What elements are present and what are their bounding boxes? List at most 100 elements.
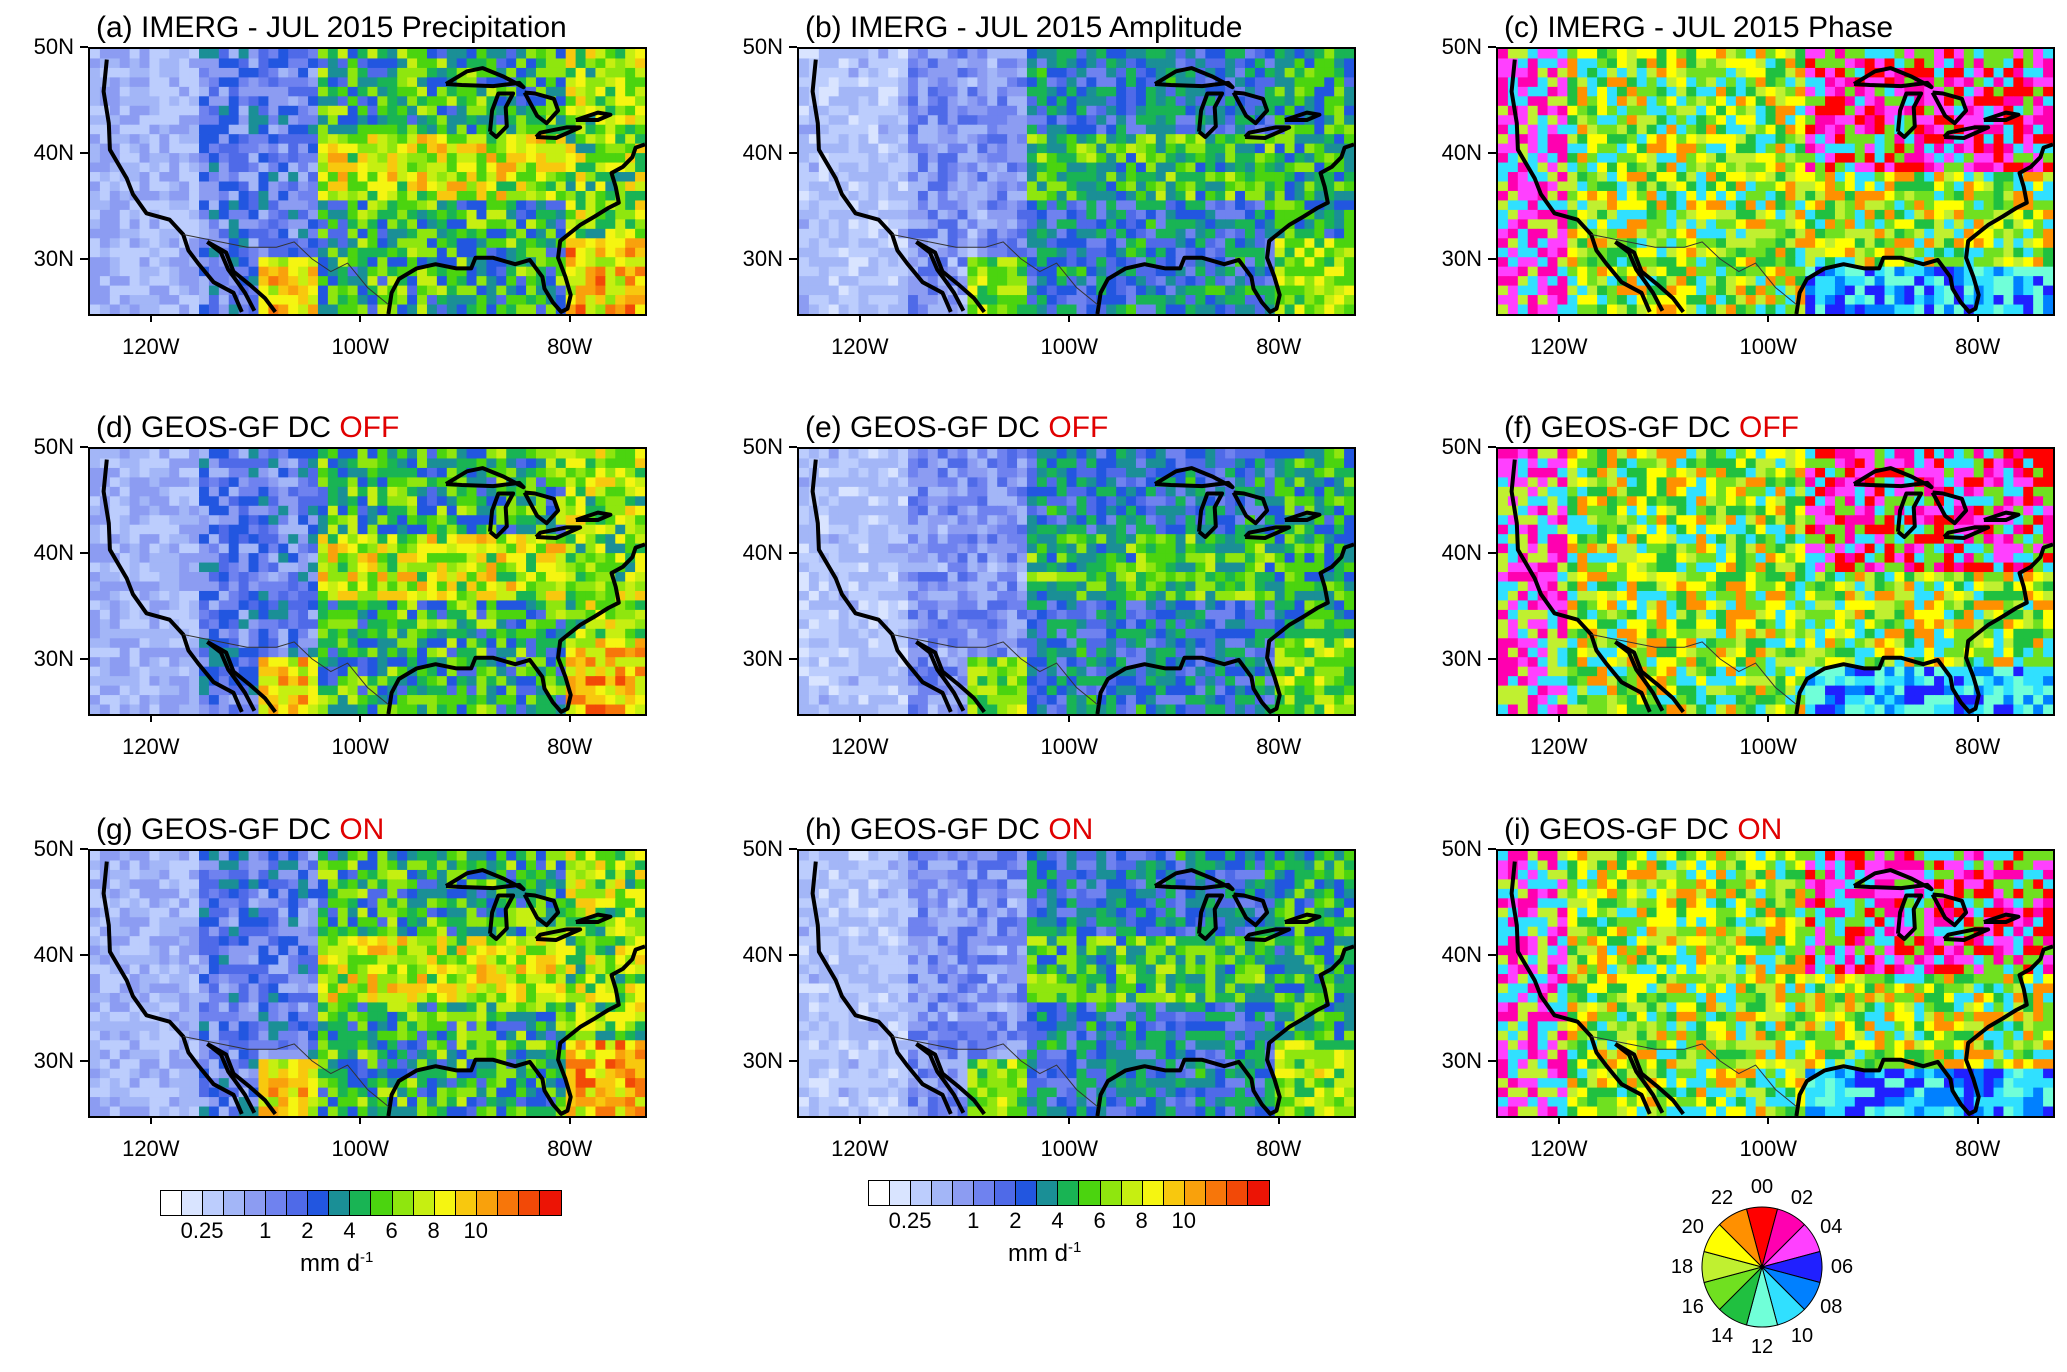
field-cell <box>868 257 879 268</box>
field-cell <box>2013 153 2024 164</box>
field-cell <box>218 49 230 60</box>
field-cell <box>1795 49 1806 60</box>
field-cell <box>1324 134 1335 145</box>
field-cell <box>456 190 468 202</box>
field-cell <box>456 162 468 173</box>
field-cell <box>1274 209 1286 220</box>
field-cell <box>1706 105 1717 116</box>
field-cell <box>1567 153 1578 164</box>
field-cell <box>1914 219 1925 230</box>
field-cell <box>1205 143 1216 154</box>
field-cell <box>1785 58 1796 69</box>
field-cell <box>818 115 830 126</box>
field-cell <box>1924 181 1935 192</box>
field-cell <box>1636 304 1648 314</box>
field-cell <box>1993 266 2005 277</box>
field-cell <box>1076 153 1088 164</box>
field-cell <box>535 124 547 135</box>
field-cell <box>129 115 141 126</box>
field-cell <box>278 181 289 192</box>
field-cell <box>1264 276 1276 287</box>
field-cell <box>927 77 939 88</box>
field-cell <box>199 181 210 192</box>
field-cell <box>1046 67 1058 78</box>
field-cell <box>828 209 840 220</box>
field-cell <box>1646 143 1658 154</box>
field-cell <box>456 134 468 145</box>
field-cell <box>605 96 616 107</box>
field-cell <box>1716 209 1727 220</box>
field-cell <box>1185 228 1197 239</box>
field-cell <box>327 115 339 126</box>
field-cell <box>1725 58 1737 69</box>
field-cell <box>159 228 170 239</box>
field-cell <box>109 228 121 239</box>
field-cell <box>1894 153 1905 164</box>
field-cell <box>838 49 850 60</box>
field-cell <box>1007 58 1018 69</box>
field-cell <box>407 96 418 107</box>
field-cell <box>1874 247 1886 258</box>
field-cell <box>848 58 860 69</box>
field-cell <box>2023 228 2034 239</box>
field-cell <box>575 190 587 202</box>
field-cell <box>169 134 180 145</box>
field-cell <box>218 276 230 287</box>
field-cell <box>526 134 537 145</box>
field-cell <box>1145 200 1157 211</box>
field-cell <box>1155 58 1167 69</box>
field-cell <box>1517 295 1529 306</box>
field-cell <box>1294 143 1306 154</box>
field-cell <box>545 209 557 220</box>
field-cell <box>179 257 190 268</box>
field-cell <box>1725 86 1737 97</box>
field-cell <box>436 228 448 239</box>
field-cell <box>917 77 929 88</box>
field-cell <box>1165 276 1177 287</box>
field-cell <box>268 86 279 97</box>
field-cell <box>1155 172 1167 183</box>
field-cell <box>387 172 398 183</box>
field-cell <box>1274 115 1286 126</box>
field-cell <box>1205 304 1216 314</box>
field-cell <box>1755 276 1767 287</box>
field-cell <box>1686 134 1697 145</box>
field-cell <box>2003 172 2014 183</box>
field-cell <box>1086 49 1097 60</box>
field-cell <box>848 295 860 306</box>
field-cell <box>565 304 577 314</box>
field-cell <box>397 209 408 220</box>
lat-label: 50N <box>742 34 783 59</box>
field-cell <box>278 96 289 107</box>
field-cell <box>2043 200 2053 211</box>
field-cell <box>466 449 478 460</box>
field-cell <box>625 77 636 88</box>
field-cell <box>908 257 919 268</box>
field-cell <box>377 49 388 60</box>
field-cell <box>1567 190 1578 202</box>
field-cell <box>1894 162 1905 173</box>
field-cell <box>2043 266 2053 277</box>
field-cell <box>1646 67 1658 78</box>
field-cell <box>496 219 507 230</box>
field-cell <box>1547 181 1559 192</box>
field-cell <box>476 105 488 116</box>
field-cell <box>1264 247 1276 258</box>
field-cell <box>605 134 616 145</box>
field-cell <box>1254 266 1266 277</box>
field-cell <box>506 467 517 478</box>
field-cell <box>1185 200 1197 211</box>
field-cell <box>818 247 830 258</box>
field-cell <box>446 200 458 211</box>
field-cell <box>1056 49 1068 60</box>
field-cell <box>1284 124 1296 135</box>
field-cell <box>129 266 141 277</box>
field-cell <box>1036 134 1048 145</box>
field-cell <box>426 257 438 268</box>
field-cell <box>1914 162 1925 173</box>
field-cell <box>888 266 899 277</box>
field-cell <box>298 153 309 164</box>
field-cell <box>898 276 909 287</box>
field-cell <box>337 295 349 306</box>
field-cell <box>1934 134 1945 145</box>
